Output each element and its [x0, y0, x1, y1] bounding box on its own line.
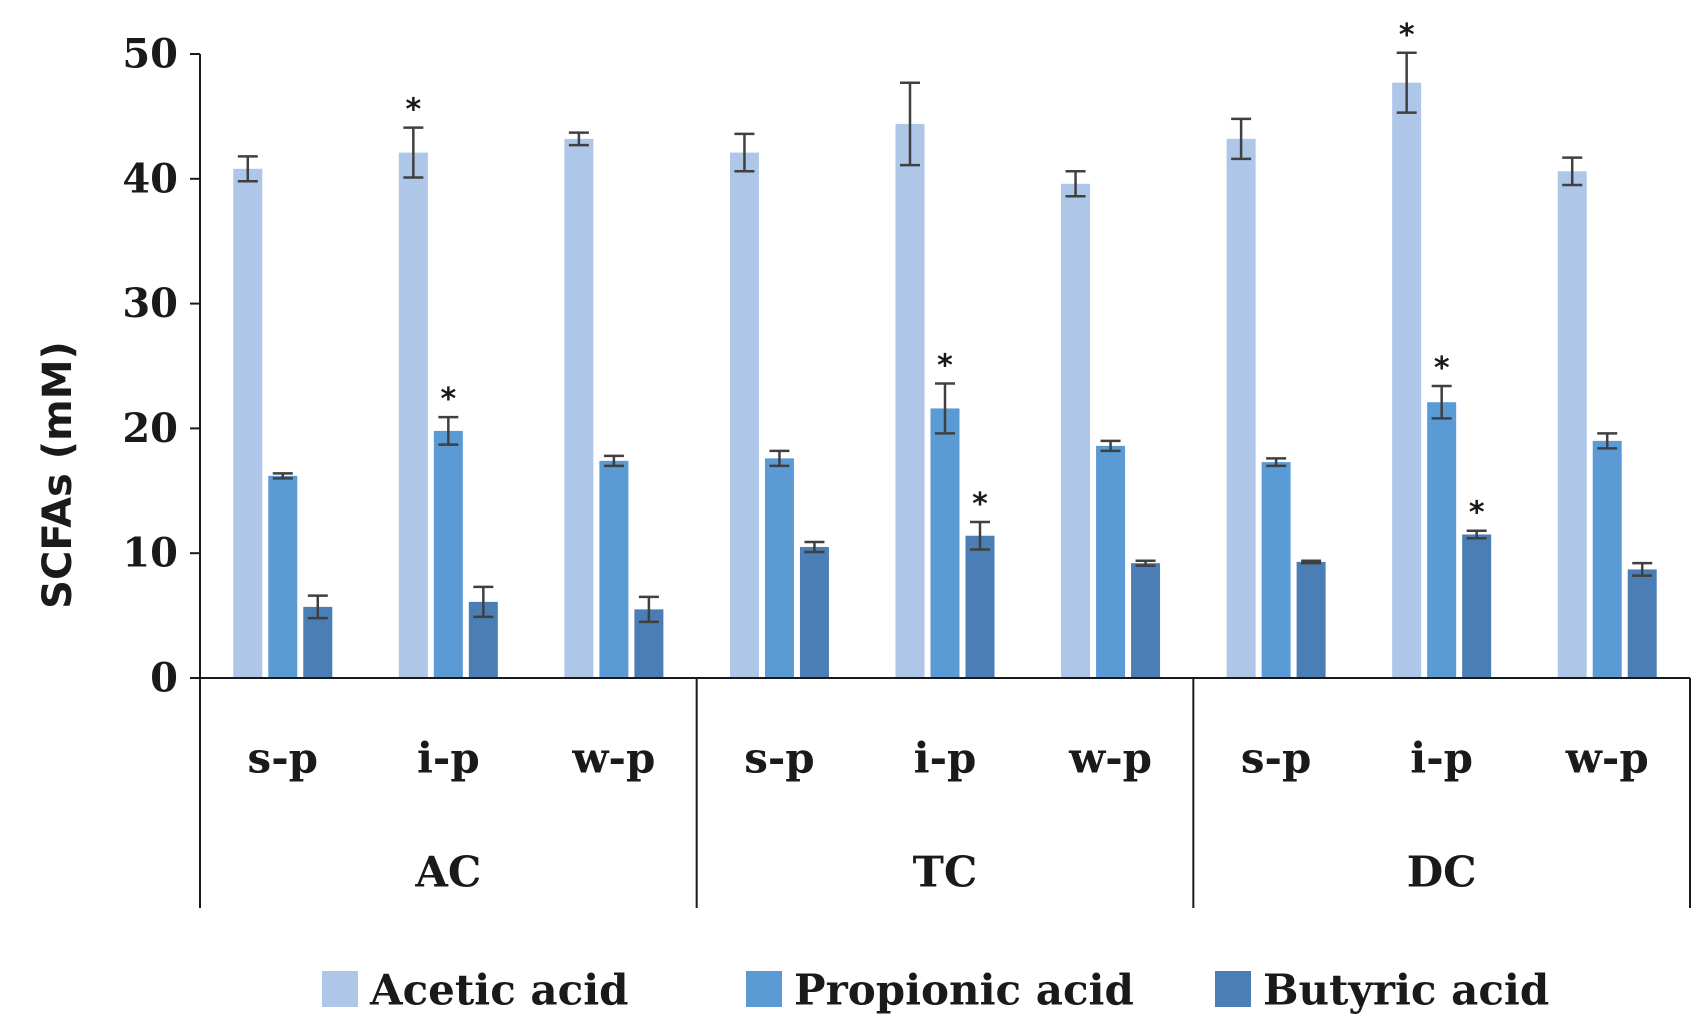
- legend-label: Acetic acid: [369, 966, 629, 1015]
- y-axis-title-group: SCFAs (mM): [35, 341, 81, 609]
- category-label: s-p: [1241, 734, 1311, 783]
- bar-butyric-acid: [965, 535, 995, 678]
- bar-propionic-acid: [1261, 462, 1291, 678]
- bar-propionic-acid: [930, 408, 960, 678]
- significance-star: *: [1434, 351, 1450, 386]
- bar-acetic-acid: [398, 152, 428, 679]
- category-label: s-p: [248, 734, 318, 783]
- bar-acetic-acid: [729, 152, 759, 679]
- bar-acetic-acid: [1392, 82, 1422, 679]
- y-tick-label: 20: [122, 405, 178, 452]
- bar-propionic-acid: [1592, 440, 1622, 678]
- y-tick-label: 40: [122, 155, 178, 202]
- y-tick-label: 30: [122, 280, 178, 327]
- significance-markers: * * * * * * *: [405, 18, 1484, 531]
- y-axis-ticks: 0 10 20 30 40 50: [122, 31, 201, 702]
- bar-butyric-acid: [1296, 561, 1326, 678]
- significance-star: *: [937, 348, 953, 383]
- bar-propionic-acid: [764, 458, 794, 678]
- y-tick-label: 50: [122, 31, 178, 78]
- bar-propionic-acid: [1096, 445, 1126, 678]
- significance-star: *: [440, 382, 456, 417]
- bar-acetic-acid: [1557, 171, 1587, 678]
- group-label: DC: [1407, 848, 1477, 897]
- category-label: s-p: [744, 734, 814, 783]
- category-label: w-p: [1068, 734, 1152, 783]
- bar-butyric-acid: [799, 546, 829, 678]
- bar-acetic-acid: [233, 168, 263, 679]
- bar-marks: [233, 82, 1657, 679]
- bar-acetic-acid: [895, 123, 925, 678]
- bar-propionic-acid: [1427, 402, 1457, 678]
- significance-star: *: [405, 93, 421, 128]
- legend-label: Butyric acid: [1263, 966, 1549, 1015]
- bar-acetic-acid: [564, 138, 594, 678]
- bar-butyric-acid: [1462, 534, 1492, 678]
- significance-star: *: [1399, 18, 1415, 53]
- bar-propionic-acid: [599, 460, 629, 678]
- legend-label: Propionic acid: [794, 966, 1134, 1015]
- bar-acetic-acid: [1226, 138, 1256, 678]
- bar-butyric-acid: [1131, 563, 1161, 678]
- significance-star: *: [1469, 496, 1485, 531]
- bar-propionic-acid: [433, 430, 463, 678]
- legend-swatch: [322, 971, 358, 1007]
- bar-acetic-acid: [1061, 183, 1091, 679]
- category-label: i-p: [1410, 734, 1473, 783]
- legend-swatch: [1215, 971, 1251, 1007]
- y-axis-label: SCFAs (mM): [35, 341, 81, 609]
- category-label: i-p: [417, 734, 480, 783]
- legend: Acetic acid Propionic acid Butyric acid: [322, 966, 1549, 1015]
- category-label: w-p: [571, 734, 655, 783]
- group-label: TC: [913, 848, 978, 897]
- y-tick-label: 10: [122, 530, 178, 577]
- category-label: i-p: [914, 734, 977, 783]
- group-label: AC: [414, 848, 481, 897]
- bar-propionic-acid: [268, 475, 298, 678]
- significance-star: *: [972, 487, 988, 522]
- x-axis: s-p i-p w-p s-p i-p w-p s-p i-p w-p AC TC DC: [199, 677, 1691, 908]
- legend-swatch: [746, 971, 782, 1007]
- y-tick-label: 0: [150, 655, 178, 702]
- error-bars: [237, 51, 1653, 624]
- category-label: w-p: [1565, 734, 1649, 783]
- bar-butyric-acid: [1627, 569, 1657, 678]
